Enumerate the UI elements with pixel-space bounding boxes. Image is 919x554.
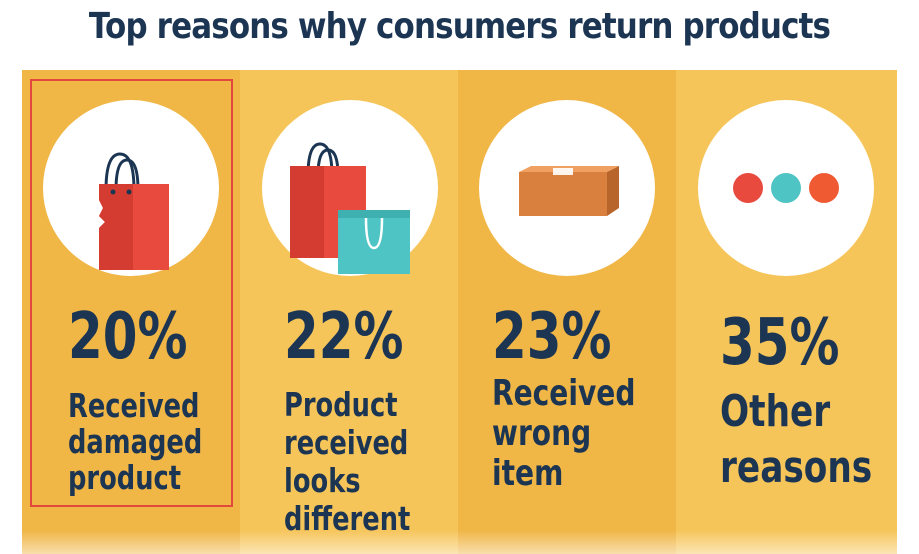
torn-shopping-bag-icon xyxy=(99,152,169,270)
icon-circle xyxy=(262,100,438,276)
reason-column-1: 20% Received damaged product xyxy=(22,70,240,554)
reason-column-4: 35% Other reasons xyxy=(676,70,897,554)
label-line: reasons xyxy=(720,442,873,493)
icon-circle xyxy=(698,100,874,276)
percent-value-4: 35% xyxy=(720,306,840,380)
label-line: Received xyxy=(68,386,200,425)
reason-label-1: Received damaged product xyxy=(68,388,202,496)
percent-value-1: 20% xyxy=(68,300,188,374)
reason-label-4: Other reasons xyxy=(720,384,872,496)
shopping-bags-icon xyxy=(290,142,410,274)
label-line: received xyxy=(284,423,409,462)
label-line: damaged xyxy=(68,422,203,461)
reason-label-3: Received wrong item xyxy=(492,374,635,494)
icon-circle xyxy=(43,100,219,276)
cardboard-box-icon xyxy=(519,166,619,216)
label-line: product xyxy=(68,458,182,497)
three-dots-icon xyxy=(733,173,839,203)
reason-column-2: 22% Product received looks different xyxy=(240,70,458,554)
bottom-fade xyxy=(0,530,919,554)
label-line: Other xyxy=(720,386,831,437)
reason-column-3: 23% Received wrong item xyxy=(458,70,676,554)
percent-value-3: 23% xyxy=(492,300,612,374)
label-line: looks xyxy=(284,461,361,500)
label-line: Received xyxy=(492,373,636,414)
icon-circle xyxy=(479,100,655,276)
percent-value-2: 22% xyxy=(284,300,404,374)
label-line: item xyxy=(492,453,564,494)
reason-label-2: Product received looks different xyxy=(284,386,410,538)
label-line: wrong xyxy=(492,413,592,454)
label-line: Product xyxy=(284,385,398,424)
page-title: Top reasons why consumers return product… xyxy=(88,6,831,47)
